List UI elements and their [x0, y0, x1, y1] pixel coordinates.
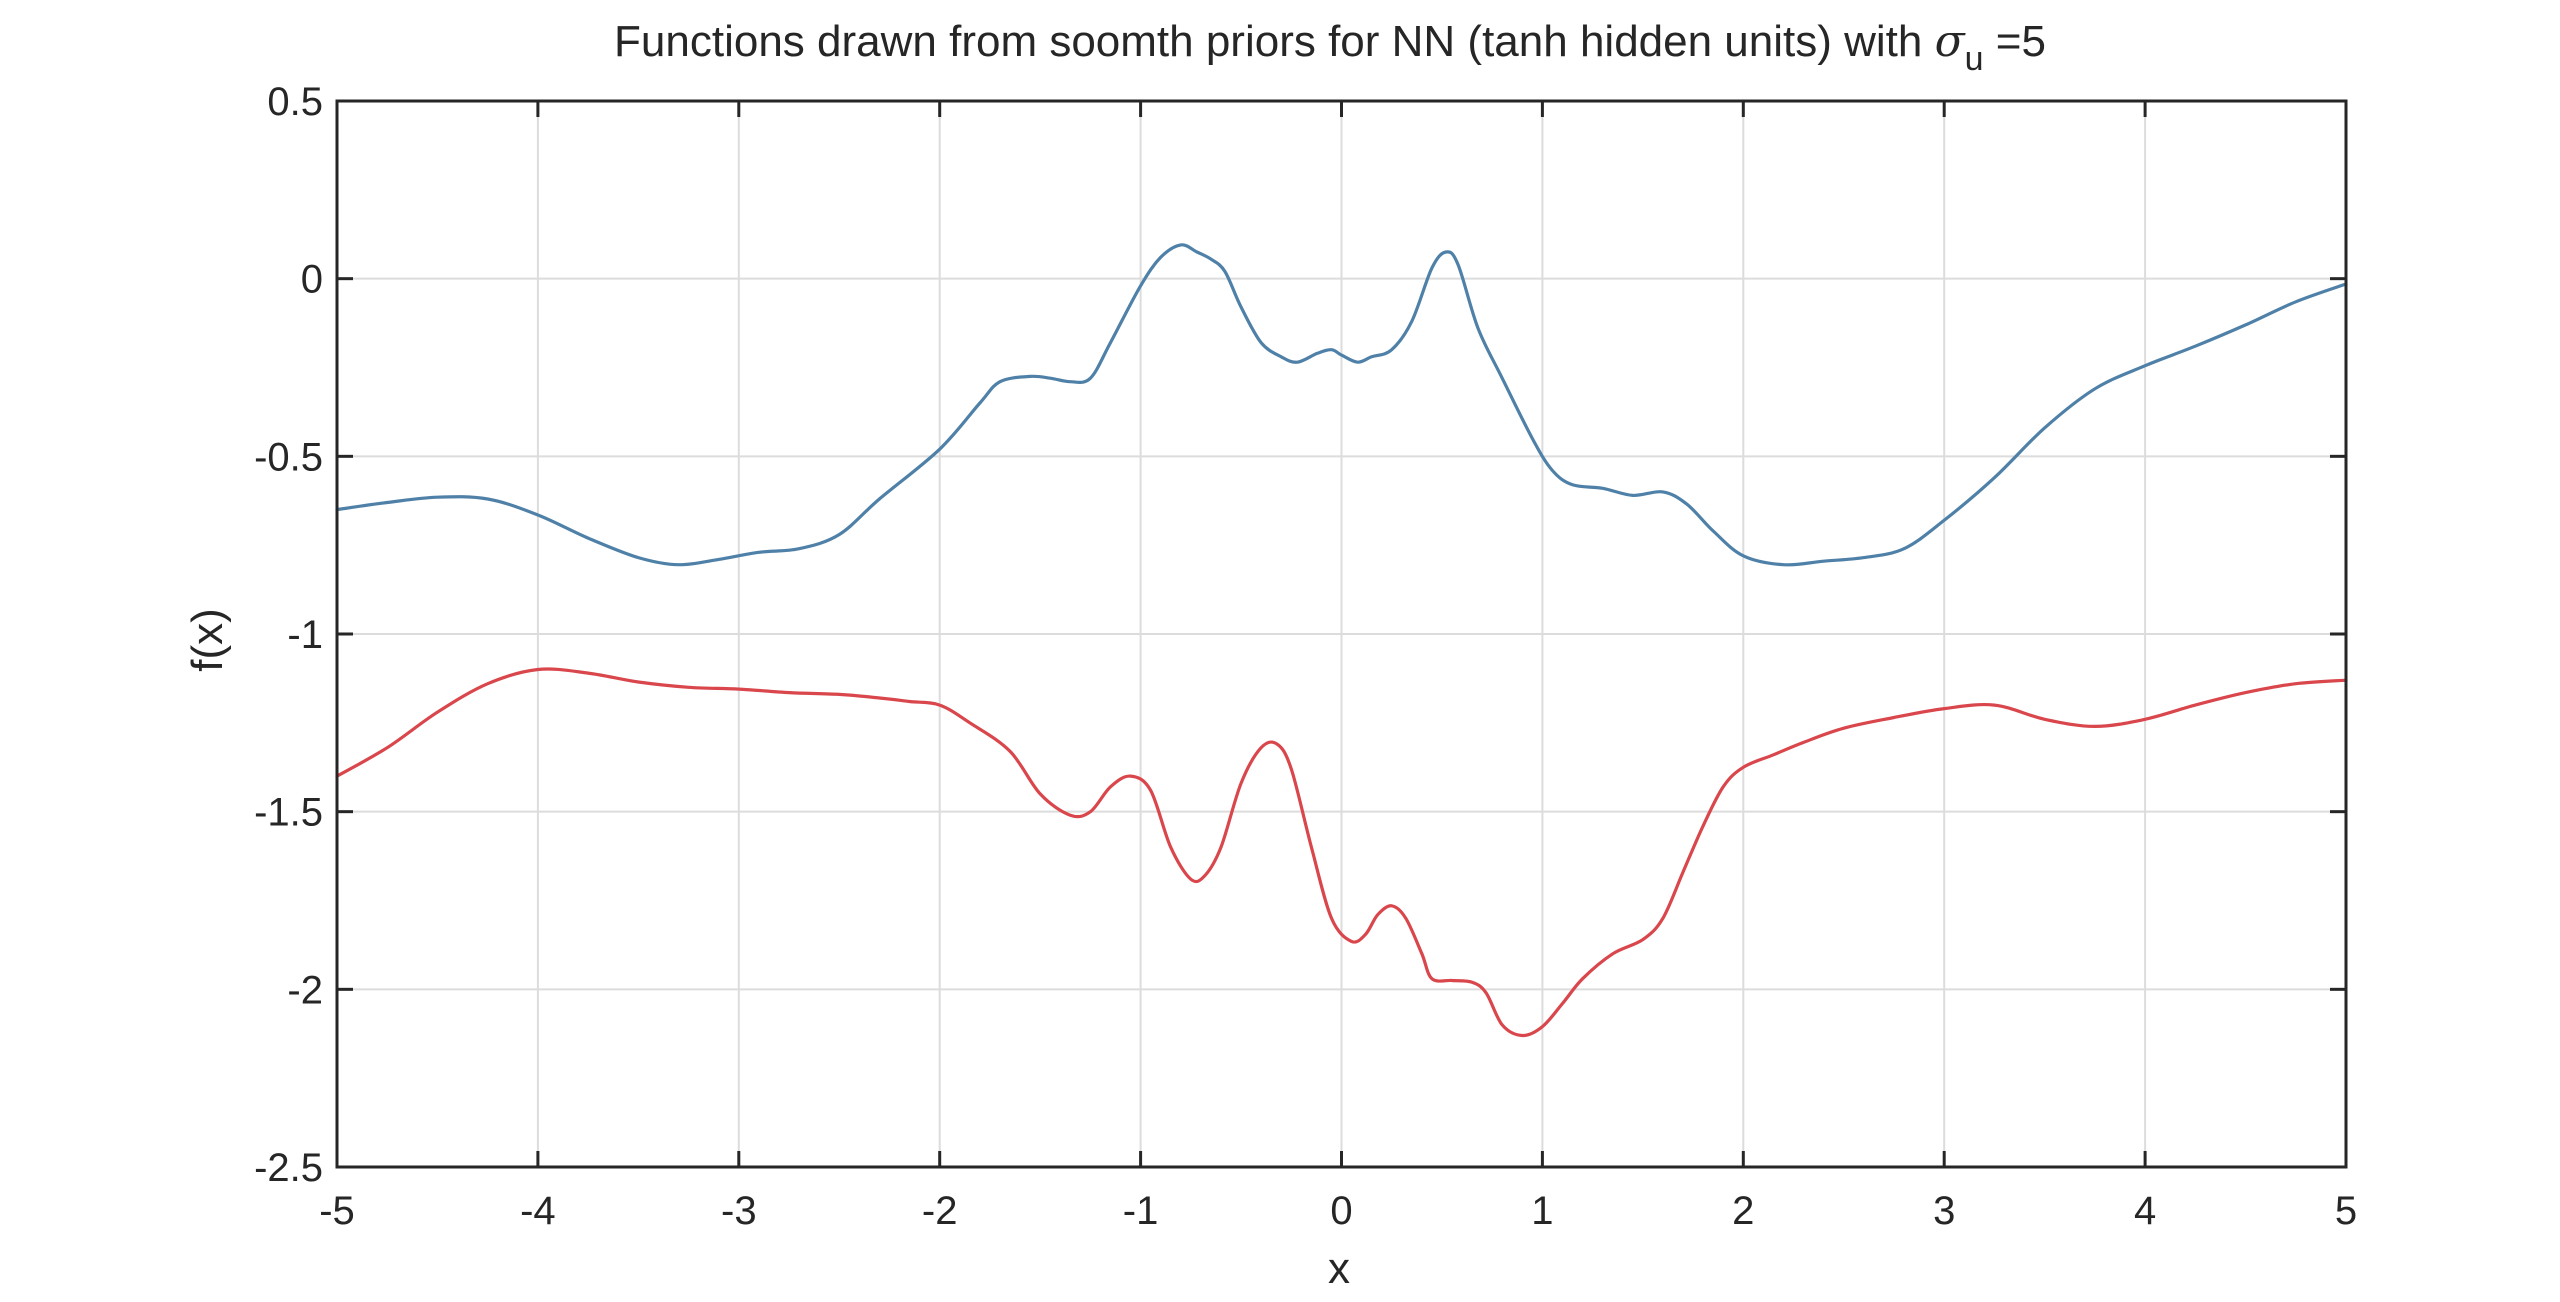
- x-tick-label: 1: [1531, 1189, 1553, 1233]
- chart-title-suffix: =5: [1984, 17, 2046, 66]
- x-tick-label: -1: [1123, 1189, 1159, 1233]
- y-tick-label: -2: [287, 968, 323, 1012]
- x-axis-label: x: [1328, 1244, 1350, 1293]
- x-tick-label: -3: [721, 1189, 757, 1233]
- y-tick-label: 0.5: [267, 80, 323, 124]
- x-tick-labels: -5 -4 -3 -2 -1 0 1 2 3 4 5: [319, 1189, 2357, 1233]
- grid-lines: [336, 100, 2347, 1168]
- x-tick-label: 2: [1732, 1189, 1754, 1233]
- y-tick-label: -1.5: [254, 791, 323, 835]
- y-tick-labels: -2.5 -2 -1.5 -1 -0.5 0 0.5: [254, 80, 323, 1190]
- series-line-2: [335, 667, 2348, 1038]
- y-tick-label: -2.5: [254, 1146, 323, 1190]
- tick-marks: [335, 99, 2348, 1169]
- x-tick-label: 3: [1933, 1189, 1955, 1233]
- x-tick-label: 5: [2335, 1189, 2357, 1233]
- chart-title-prefix: Functions drawn from soomth priors for N…: [614, 17, 1935, 66]
- y-tick-label: -0.5: [254, 435, 323, 479]
- x-tick-label: -4: [520, 1189, 556, 1233]
- y-tick-label: 0: [301, 258, 323, 302]
- y-axis-label: f(x): [183, 608, 232, 672]
- x-tick-label: -2: [922, 1189, 958, 1233]
- chart-title: Functions drawn from soomth priors for N…: [614, 16, 2046, 78]
- y-tick-label: -1: [287, 613, 323, 657]
- x-tick-label: 4: [2134, 1189, 2156, 1233]
- chart-title-subscript: u: [1965, 40, 1984, 78]
- series-lines: [335, 243, 2348, 1038]
- x-tick-label: 0: [1330, 1189, 1352, 1233]
- series-line-1: [335, 243, 2348, 567]
- chart-title-sigma: σ: [1935, 16, 1967, 67]
- x-tick-label: -5: [319, 1189, 355, 1233]
